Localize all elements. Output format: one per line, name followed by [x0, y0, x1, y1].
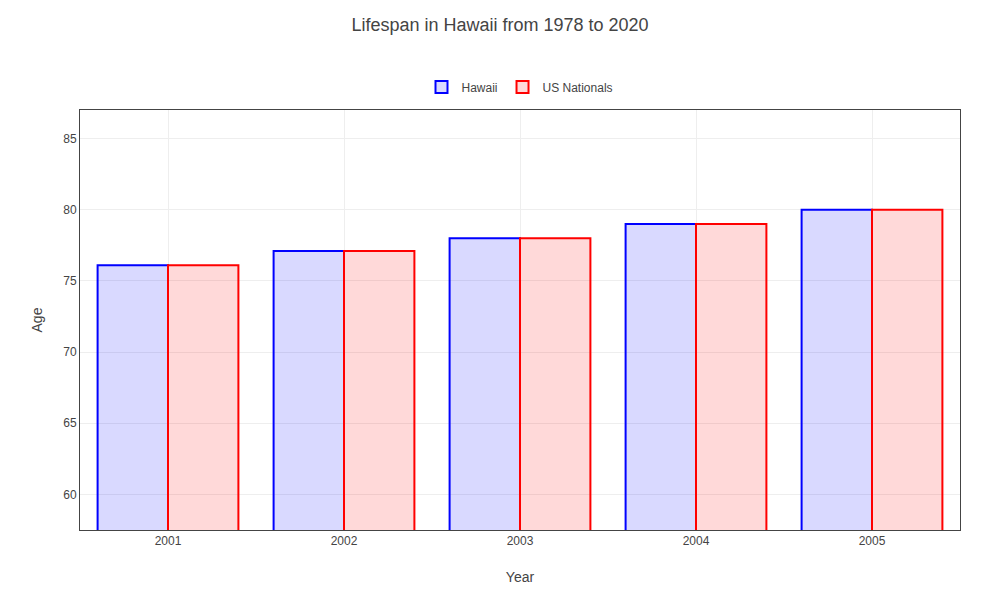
svg-text:Hawaii: Hawaii [462, 81, 498, 95]
svg-text:2004: 2004 [683, 534, 710, 548]
svg-text:2001: 2001 [155, 534, 182, 548]
svg-text:65: 65 [63, 416, 77, 430]
svg-text:2005: 2005 [859, 534, 886, 548]
svg-text:US Nationals: US Nationals [543, 81, 613, 95]
svg-text:75: 75 [63, 274, 77, 288]
svg-text:85: 85 [63, 132, 77, 146]
svg-text:Age: Age [29, 307, 45, 332]
svg-text:60: 60 [63, 488, 77, 502]
svg-text:2003: 2003 [507, 534, 534, 548]
svg-text:70: 70 [63, 345, 77, 359]
svg-text:80: 80 [63, 203, 77, 217]
svg-text:2002: 2002 [331, 534, 358, 548]
svg-text:Year: Year [506, 569, 535, 585]
svg-text:Lifespan in Hawaii from 1978 t: Lifespan in Hawaii from 1978 to 2020 [351, 15, 648, 35]
